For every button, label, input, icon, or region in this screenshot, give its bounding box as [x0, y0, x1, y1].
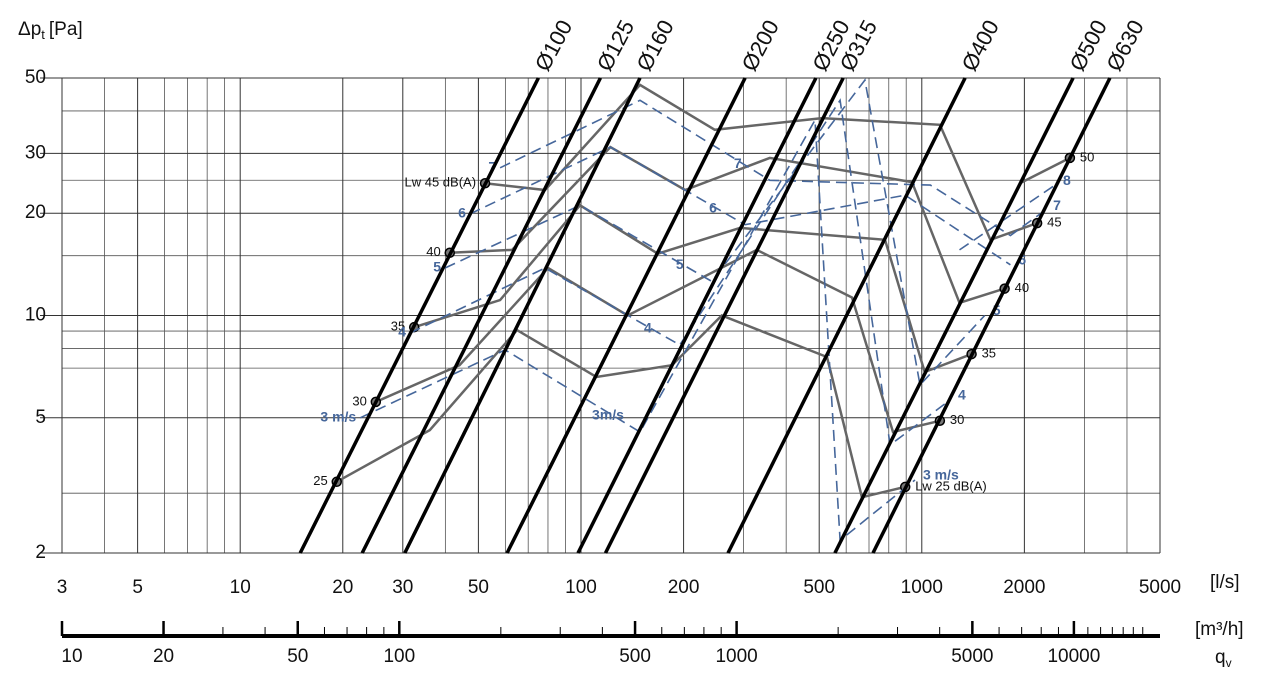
noise-label: 35 [982, 346, 996, 361]
noise-line [484, 83, 1038, 242]
x-tick-label: 3 [57, 577, 68, 598]
x-tick-label: 10 [230, 577, 251, 598]
duct-line [726, 77, 967, 554]
x2-label-main: q [1215, 647, 1226, 668]
duct-line [505, 77, 747, 554]
velocity-label: 5 [433, 259, 441, 275]
velocity-label: 6 [458, 205, 466, 221]
noise-line [375, 248, 941, 434]
x2-label: qv [1215, 647, 1232, 670]
x-tick-label: 5000 [1139, 577, 1181, 598]
velocity-line [444, 78, 986, 387]
velocity-line [359, 117, 916, 542]
duct-line [576, 77, 818, 554]
velocity-label: 7 [734, 155, 742, 171]
duct-label: Ø125 [592, 16, 639, 75]
velocity-label: 4 [958, 387, 966, 403]
x-tick-label: 1000 [901, 577, 943, 598]
x2-label-sub: v [1226, 656, 1232, 670]
x-tick-label: 5 [132, 577, 143, 598]
x2-unit: [m³/h] [1195, 619, 1244, 640]
noise-label: 35 [391, 319, 405, 334]
x2-tick-label: 5000 [951, 646, 993, 667]
x-unit: [l/s] [1210, 572, 1240, 593]
y-tick-label: 10 [25, 305, 46, 326]
velocity-label: 3m/s [592, 407, 624, 423]
x-tick-label: 2000 [1003, 577, 1045, 598]
velocity-label: 4 [644, 320, 652, 336]
velocity-label: 3 m/s [923, 467, 959, 483]
velocity-label: 7 [1053, 197, 1061, 213]
x2-tick-label: 20 [153, 646, 174, 667]
noise-label: 40 [426, 244, 440, 259]
velocity-label: 5 [993, 302, 1001, 318]
velocity-label: 4 [398, 324, 406, 340]
y-tick-label: 50 [25, 67, 46, 88]
y-label-sub: t [41, 27, 45, 42]
duct-label: Ø200 [737, 16, 784, 75]
duct-line [298, 77, 540, 554]
x2-tick-label: 50 [287, 646, 308, 667]
duct-line [360, 77, 602, 554]
duct-line [403, 77, 642, 554]
velocity-label: 3 m/s [320, 408, 356, 424]
velocity-line [499, 99, 1046, 237]
noise-label: 30 [950, 412, 964, 427]
velocity-label: 6 [709, 199, 717, 215]
y-tick-label: 5 [35, 407, 46, 428]
x2-tick-label: 10000 [1047, 646, 1100, 667]
x-tick-label: 20 [332, 577, 353, 598]
y-tick-label: 20 [25, 202, 46, 223]
noise-line [449, 145, 1005, 305]
x2-tick-label: 500 [619, 646, 651, 667]
y-label-unit: [Pa] [49, 19, 83, 40]
x-tick-label: 50 [468, 577, 489, 598]
duct-label: Ø400 [957, 16, 1004, 75]
noise-label: 25 [313, 473, 327, 488]
noise-label: Lw 45 dB(A) [405, 175, 477, 190]
duct-line [871, 77, 1112, 554]
velocity-line [469, 146, 1011, 266]
noise-label: 30 [352, 393, 366, 408]
noise-line [413, 203, 973, 374]
duct-label: Ø100 [530, 16, 577, 75]
velocity-label: 5 [676, 256, 684, 272]
duct-line [603, 77, 845, 554]
noise-label: 45 [1047, 215, 1061, 230]
y-label-main: Δp [18, 19, 41, 40]
x-tick-label: 500 [803, 577, 835, 598]
y-tick-label: 2 [35, 542, 46, 563]
duct-label: Ø630 [1101, 16, 1148, 75]
noise-line [1019, 156, 1071, 185]
x-tick-label: 100 [565, 577, 597, 598]
noise-label: Lw 25 dB(A) [915, 478, 987, 493]
velocity-label: 8 [1063, 172, 1071, 188]
duct-label: Ø160 [631, 16, 678, 75]
y-axis-label: Δpt [Pa] [18, 19, 83, 42]
noise-label: 40 [1015, 280, 1029, 295]
x2-tick-label: 10 [61, 646, 82, 667]
velocity-label: 6 [1018, 252, 1026, 268]
x-tick-label: 30 [392, 577, 413, 598]
x-tick-label: 200 [668, 577, 700, 598]
duct-line [833, 77, 1075, 554]
x2-tick-label: 100 [383, 646, 415, 667]
velocity-line [959, 184, 1056, 251]
noise-label: 50 [1080, 149, 1094, 164]
x2-tick-label: 1000 [715, 646, 757, 667]
y-tick-label: 30 [25, 142, 46, 163]
